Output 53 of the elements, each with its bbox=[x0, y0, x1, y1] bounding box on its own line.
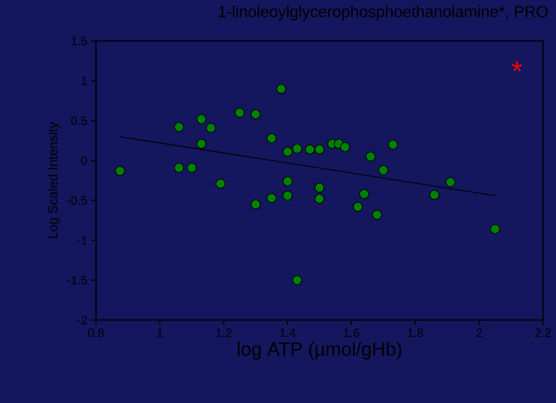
y-tick-label: 1 bbox=[82, 76, 87, 85]
point bbox=[282, 190, 293, 201]
point bbox=[266, 193, 277, 204]
point bbox=[174, 162, 184, 173]
y-tick-label: -1 bbox=[77, 236, 87, 244]
x-tick-label: 2 bbox=[476, 328, 482, 337]
y-tick-label: 0 bbox=[81, 156, 88, 165]
point bbox=[292, 275, 302, 286]
chart-title: 1-linoleoylglycerophosphoethanolamine*, PRO bbox=[218, 6, 548, 20]
y-tick-label: 0.5 bbox=[71, 116, 87, 125]
point bbox=[114, 166, 125, 176]
x-tick-label: 0.8 bbox=[88, 328, 104, 338]
y-tick-label: 1.5 bbox=[72, 36, 87, 46]
point bbox=[234, 108, 245, 118]
point bbox=[304, 144, 315, 154]
point bbox=[282, 146, 293, 157]
x-tick-label: 1 bbox=[157, 328, 163, 337]
y-tick-label: -0.5 bbox=[67, 196, 87, 205]
x-axis-title: log ATP (µmol/gHb) bbox=[238, 342, 402, 360]
point bbox=[366, 152, 376, 162]
point bbox=[174, 122, 184, 132]
point bbox=[372, 210, 382, 220]
y-axis-title: Log Scaled Intensity bbox=[48, 122, 60, 238]
point bbox=[388, 140, 398, 150]
point bbox=[250, 199, 261, 210]
point bbox=[314, 182, 325, 193]
point bbox=[445, 177, 456, 188]
point bbox=[340, 142, 350, 152]
point bbox=[216, 178, 226, 189]
point bbox=[266, 133, 277, 144]
point bbox=[359, 189, 370, 200]
point bbox=[186, 162, 197, 173]
point bbox=[490, 224, 500, 234]
point bbox=[196, 138, 206, 149]
x-tick-label: 1.8 bbox=[408, 328, 424, 338]
point bbox=[429, 190, 440, 200]
point bbox=[196, 114, 206, 124]
point bbox=[352, 202, 363, 212]
point bbox=[314, 144, 325, 154]
x-tick-label: 1.6 bbox=[344, 328, 360, 338]
x-tick-label: 1.2 bbox=[216, 328, 232, 337]
point bbox=[292, 144, 302, 154]
y-tick-label: -1.5 bbox=[67, 276, 87, 284]
point bbox=[378, 165, 388, 176]
annotation: * bbox=[512, 61, 522, 72]
point bbox=[250, 109, 261, 120]
point bbox=[276, 84, 286, 94]
x-tick-label: 1.4 bbox=[280, 328, 296, 337]
x-tick-label: 2.2 bbox=[535, 328, 551, 337]
point bbox=[314, 194, 325, 204]
point bbox=[282, 176, 293, 186]
y-tick-label: -2 bbox=[77, 316, 87, 324]
point bbox=[206, 122, 216, 133]
